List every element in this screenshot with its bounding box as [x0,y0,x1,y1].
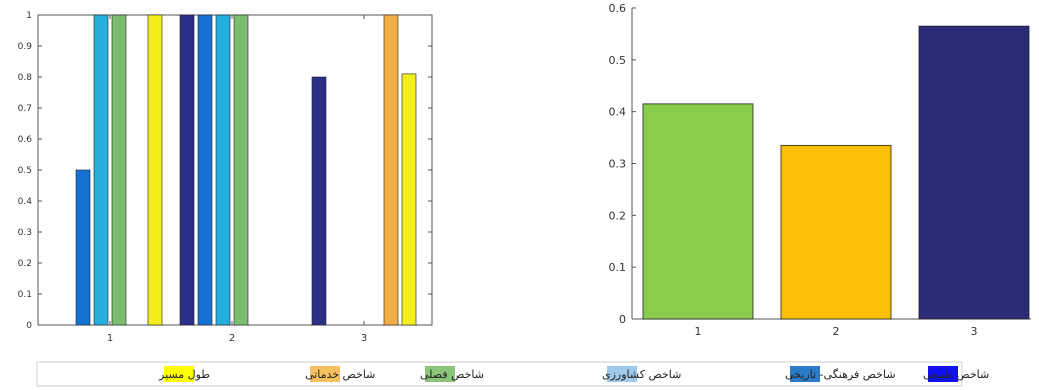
left-ytick-label: 0.5 [18,166,32,176]
left-bar [179,14,195,326]
right-xtick-label: 1 [695,325,702,338]
left-bar [75,169,91,326]
legend-label-service: شاخص خدماتی [305,368,375,381]
legend-swatch-seasonal [425,366,455,382]
right-bar [780,144,892,320]
legend-label-agricultural: شاخص کشاورزی [602,368,681,381]
left-ytick-label: 1 [26,11,32,21]
legend-swatch-agricultural [607,366,637,382]
right-ytick-label: 0.4 [609,106,627,119]
left-x-axis: 1 2 3 [107,15,367,344]
left-ytick-label: 0.3 [18,228,32,238]
left-chart: 0 0.1 0.2 0.3 0.4 0.5 0.6 0.7 0.8 0.9 1 1 2 3 [18,11,433,344]
left-xtick-label: 2 [229,333,235,344]
left-bar [383,14,399,326]
left-bar [197,14,213,326]
right-ytick-label: 0.6 [609,2,627,15]
right-y-axis: 0 0.1 0.2 0.3 0.4 0.5 0.6 [609,2,636,326]
left-bar [401,73,417,326]
left-bar [311,76,327,326]
left-bar [233,14,249,326]
legend-label-seasonal: شاخص فصلی [420,368,484,381]
legend-swatch-cultural-historical [790,366,820,382]
right-xtick-label: 2 [833,325,840,338]
legend-label-cultural-historical: شاخص فرهنگی- تاریخی [785,368,896,381]
left-y-axis: 0 0.1 0.2 0.3 0.4 0.5 0.6 0.7 0.8 0.9 1 [18,11,432,331]
right-ytick-label: 0.1 [609,261,627,274]
right-bar [642,103,754,320]
left-ytick-label: 0.1 [18,290,32,300]
left-ytick-label: 0.2 [18,259,32,269]
right-bars [642,25,1030,320]
left-bars [75,14,417,326]
legend-label-route-length: طول مسیر [158,368,210,381]
legend: شاخص طبیعی شاخص فرهنگی- تاریخی شاخص کشاو… [36,361,989,387]
left-ytick-label: 0.7 [18,104,32,114]
right-xtick-label: 3 [971,325,978,338]
legend-swatch-service [310,366,340,382]
right-chart: 0 0.1 0.2 0.3 0.4 0.5 0.6 1 2 3 [609,2,1031,338]
left-bar [93,14,109,326]
left-bar [215,14,231,326]
left-xtick-label: 3 [361,333,367,344]
right-ytick-label: 0.3 [609,158,627,171]
left-xtick-label: 1 [107,333,113,344]
left-ytick-label: 0.4 [18,197,33,207]
right-ytick-label: 0 [619,313,626,326]
left-bar [147,14,163,326]
right-ytick-label: 0.5 [609,54,627,67]
right-bar [918,25,1030,320]
left-ytick-label: 0 [26,321,32,331]
legend-swatch-route-length [164,366,194,382]
left-ytick-label: 0.9 [18,42,33,52]
legend-swatch-natural [928,366,958,382]
left-ytick-label: 0.8 [18,73,33,83]
right-ytick-label: 0.2 [609,209,627,222]
left-bar [111,14,127,326]
legend-label-natural: شاخص طبیعی [923,368,989,381]
left-ytick-label: 0.6 [18,135,33,145]
